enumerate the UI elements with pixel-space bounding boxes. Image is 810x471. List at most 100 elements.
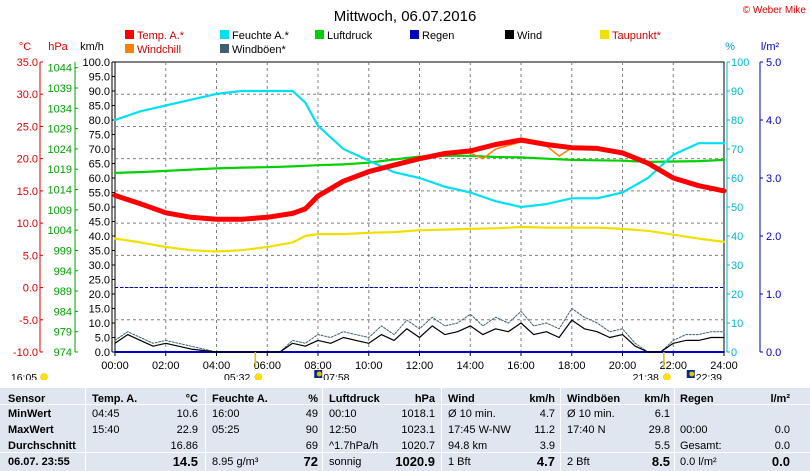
x-tick-label: 20:00 [609,360,637,372]
table-cell: km/h [644,393,670,405]
table-row-separator [0,404,810,405]
wind-tick-label: 25.0 [89,275,110,287]
table-cell: 1020.9 [395,454,435,469]
pressure-tick-label: 1024 [48,144,72,156]
temp-tick-label: 35.0 [17,57,38,69]
table-cell: 69 [305,440,318,452]
table-cell: 0.0 [771,454,790,469]
table-cell: 49 [305,408,318,420]
moon-event-time: 07:58 [323,372,349,380]
wind-tick-label: 20.0 [89,289,110,301]
humidity-tick-label: 50 [731,202,743,214]
pressure-tick-label: 999 [54,245,72,257]
table-cell: % [308,393,318,405]
table-cell: l/m² [770,393,790,405]
axis-unit-labels: °C hPa km/h% l/m² [19,41,780,53]
table-cell: 5.5 [654,440,670,452]
table-cell: 3.9 [539,440,555,452]
temp-tick-label: 15.0 [17,186,38,198]
table-cell: Regen [680,393,714,405]
wind-tick-label: 5.0 [95,333,110,345]
axis-unit-label: km/h [80,41,104,53]
table-cell: ^1.7hPa/h [329,440,379,452]
temp-tick-label: 10.0 [17,218,38,230]
table-cell: Luftdruck [329,393,380,405]
table-cell: 8.5 [651,454,670,469]
legend-label: Temp. A.* [137,30,185,42]
humidity-tick-label: 100 [731,57,749,69]
wind-tick-label: 65.0 [89,159,110,171]
table-row-label: MinWert [8,408,52,420]
temp-tick-label: -10.0 [13,347,38,359]
series-temp-a-line [112,137,727,222]
temp-tick-label: 0.0 [23,283,38,295]
table-cell: 90 [305,424,318,436]
x-tick-label: 04:00 [203,360,231,372]
x-tick-label: 06:00 [253,360,281,372]
legend-swatch [410,30,419,39]
axis-unit-label: hPa [48,41,68,53]
wind-tick-label: 80.0 [89,115,110,127]
table-cell: 8.95 g/m³ [212,456,259,468]
table-row-label: Sensor [8,393,46,405]
table-cell: hPa [414,393,435,405]
wind-tick-label: 85.0 [89,101,110,113]
wind-tick-label: 45.0 [89,217,110,229]
rain-tick-label: 2.0 [766,231,781,243]
table-column-separator [441,388,442,471]
statistics-table: Sensor Temp. A. °C Feuchte A.% Luftdruck hPa W… [0,388,810,471]
table-cell: 11.2 [534,424,555,436]
temp-tick-label: 20.0 [17,154,38,166]
x-axis: 00:00 02:00 04:00 06:00 08:00 10:00 12:00 14:00… [101,352,738,372]
table-cell: 17:40 N [567,424,606,436]
table-cell: 2 Bft [567,456,590,468]
table-cell: Ø 10 min. [448,408,496,420]
table-cell: 4.7 [539,408,555,420]
wind-tick-label: 50.0 [89,202,110,214]
wind-tick-label: 30.0 [89,260,110,272]
sun-icon [40,373,48,380]
wind-tick-label: 90.0 [89,86,110,98]
pressure-tick-label: 994 [54,266,72,278]
table-cell: 1 Bft [448,456,471,468]
copyright-text: © Weber Mike [743,5,807,16]
table-cell: Windböen [567,393,621,405]
table-cell: 10.6 [176,408,198,420]
legend-label: Taupunkt* [612,30,662,42]
wind-tick-label: 55.0 [89,188,110,200]
wind-tick-label: 35.0 [89,246,110,258]
table-column-separator [205,388,206,471]
table-cell: 29.8 [648,424,670,436]
temp-tick-label: -5.0 [19,315,38,327]
pressure-tick-label: 979 [54,327,72,339]
grid-lines [115,62,724,352]
table-cell: 0.0 [774,440,790,452]
x-tick-label: 08:00 [304,360,332,372]
axis-unit-label: % [725,41,735,53]
chart-title: Mittwoch, 06.07.2016 [334,8,477,25]
table-cell: 1020.7 [401,440,435,452]
pressure-tick-label: 1004 [48,225,72,237]
pressure-tick-label: 1034 [48,103,72,115]
table-cell: 72 [303,454,318,469]
table-cell: Ø 10 min. [567,408,615,420]
wind-tick-label: 0.0 [95,347,110,359]
x-tick-label: 02:00 [152,360,180,372]
series-feuchte-a-line [113,89,726,209]
humidity-tick-label: 70 [731,144,743,156]
humidity-tick-label: 40 [731,231,743,243]
series-wind-line [114,319,725,353]
legend-swatch [220,44,229,53]
legend-label: Windchill [137,44,181,56]
table-cell: 4.7 [536,454,555,469]
table-cell: 1018.1 [401,408,435,420]
table-cell: 0.0 [774,424,790,436]
x-tick-label: 24:00 [710,360,738,372]
pressure-tick-label: 1039 [48,83,72,95]
table-cell: 12:50 [329,424,357,436]
moon-icon-disc [689,371,695,377]
x-tick-label: 10:00 [355,360,383,372]
moon-event-time: 22:39 [696,372,722,380]
table-cell: 00:10 [329,408,357,420]
rain-tick-label: 1.0 [766,289,781,301]
